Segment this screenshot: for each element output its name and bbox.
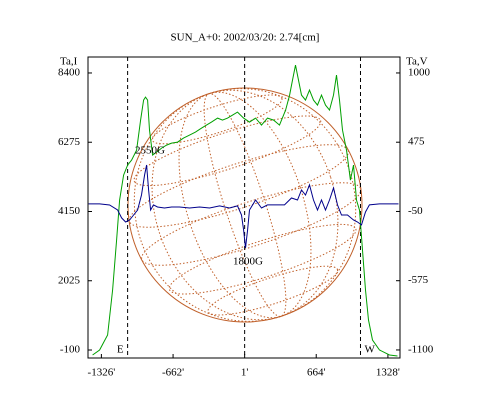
- x-tick-label: -1326': [88, 367, 116, 379]
- y2-tick-label: 475: [408, 136, 425, 148]
- x-tick-label: 1328': [376, 367, 400, 379]
- y-axis-label: Ta,I: [60, 56, 78, 68]
- parallel: [141, 182, 362, 266]
- series-line: [92, 65, 398, 357]
- meridian: [178, 91, 312, 319]
- y-tick-label: 6275: [58, 136, 81, 148]
- limb-label: W: [364, 344, 375, 356]
- x-tick-label: -662': [162, 367, 184, 379]
- parallel: [133, 115, 322, 187]
- annotation: 1800G: [233, 256, 263, 268]
- annotation: 2550G: [135, 145, 165, 157]
- meridian: [151, 89, 339, 321]
- limb-label: E: [117, 344, 124, 356]
- parallel: [128, 144, 349, 228]
- series-line: [88, 164, 399, 249]
- y2-tick-label: -575: [408, 274, 429, 286]
- x-tick-label: 664': [307, 367, 326, 379]
- y2-tick-label: -1100: [408, 343, 434, 355]
- parallel: [207, 265, 339, 316]
- parallel: [168, 223, 357, 295]
- chart-title: SUN_A+0: 2002/03/20: 2.74[cm]: [171, 32, 320, 44]
- parallel: [151, 94, 283, 145]
- y-tick-label: 2025: [58, 274, 81, 286]
- y-tick-label: -100: [60, 344, 81, 356]
- plot-frame: [87, 56, 401, 359]
- y2-tick-label: -50: [408, 205, 423, 217]
- x-tick-label: 1': [241, 367, 249, 379]
- y-tick-label: 8400: [58, 67, 81, 79]
- y2-axis-label: Ta,V: [406, 56, 428, 68]
- y2-tick-label: 1000: [408, 66, 431, 78]
- y-tick-label: 4150: [58, 205, 81, 217]
